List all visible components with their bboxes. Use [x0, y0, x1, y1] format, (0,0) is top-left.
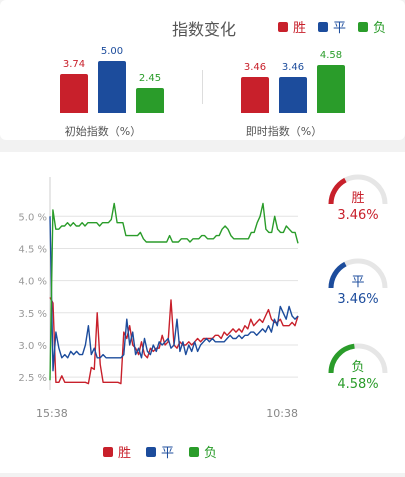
x-tick-label: 10:38 — [266, 407, 298, 420]
legend-label: 胜 — [293, 21, 307, 36]
legend-item-win: 胜 — [278, 17, 306, 36]
gauge-fill — [328, 177, 347, 205]
gauge-value: 3.46% — [337, 208, 378, 223]
bar-group-label: 即时指数（%） — [245, 125, 323, 138]
bar-value-label: 3.46 — [281, 62, 305, 74]
legend-item-loss: 负 — [358, 17, 386, 36]
gauge-fill — [328, 261, 347, 289]
gauge-label: 平 — [351, 275, 364, 290]
y-tick-label: 2.5 % — [18, 373, 47, 384]
bar-0-2 — [136, 87, 164, 113]
bar-value-label: 3.74 — [62, 59, 86, 71]
bar-value-label: 2.45 — [138, 72, 162, 84]
bar-value-label: 5.00 — [100, 46, 124, 57]
legend-label: 平 — [333, 21, 347, 36]
y-tick-label: 4.0 % — [18, 277, 47, 288]
legend-item-draw: 平 — [318, 17, 346, 36]
y-tick-label: 3.0 % — [18, 341, 47, 352]
legend-swatch — [189, 447, 199, 457]
bar-0-1 — [98, 61, 126, 113]
series-line-2 — [49, 202, 299, 381]
bar-group-label: 初始指数（%） — [64, 125, 142, 138]
legend-label: 平 — [161, 446, 174, 461]
gauge-1: 平 3.46% — [328, 258, 388, 307]
y-tick-label: 4.5 % — [18, 244, 47, 255]
legend-swatch — [103, 447, 113, 457]
x-tick-label: 15:38 — [36, 407, 68, 420]
gauge-fill — [328, 343, 355, 374]
series-line-1 — [49, 216, 299, 372]
gauge-label: 负 — [351, 360, 364, 375]
line-chart: 2.5 % 3.0 % 3.5 % 4.0 % 4.5 % 5.0 % 15:38 10:38… — [18, 174, 388, 461]
page-title: 指数变化 — [172, 20, 237, 39]
y-tick-label: 3.5 % — [18, 309, 47, 320]
bar-1-1 — [279, 77, 307, 113]
y-tick-label: 5.0 % — [18, 212, 47, 223]
bar-1-0 — [241, 77, 269, 113]
legend-label: 负 — [204, 446, 217, 461]
legend-swatch — [358, 21, 369, 32]
gauge-value: 4.58% — [337, 377, 378, 392]
trend-card: 2.5 % 3.0 % 3.5 % 4.0 % 4.5 % 5.0 % 15:38 10:38… — [0, 152, 405, 473]
index-summary-card: 指数变化 胜 平 负 3.74 5.00 2.45 初始指数（%） 3.46 3.46 4.… — [0, 0, 405, 140]
legend-swatch — [146, 447, 156, 457]
bar-value-label: 3.46 — [243, 62, 267, 74]
legend-swatch — [278, 21, 288, 32]
gauge-0: 胜 3.46% — [328, 174, 388, 223]
bar-value-label: 4.58 — [319, 50, 343, 62]
gauge-value: 3.46% — [337, 292, 378, 307]
legend-label: 胜 — [118, 446, 131, 461]
group-divider — [202, 70, 203, 104]
bar-1-2 — [317, 65, 345, 113]
top-legend: 胜 平 负 — [278, 17, 386, 36]
gauge-2: 负 4.58% — [328, 343, 388, 392]
bar-0-0 — [60, 74, 88, 113]
gauge-label: 胜 — [351, 191, 364, 206]
legend-label: 负 — [373, 21, 387, 36]
legend-swatch — [318, 21, 329, 32]
